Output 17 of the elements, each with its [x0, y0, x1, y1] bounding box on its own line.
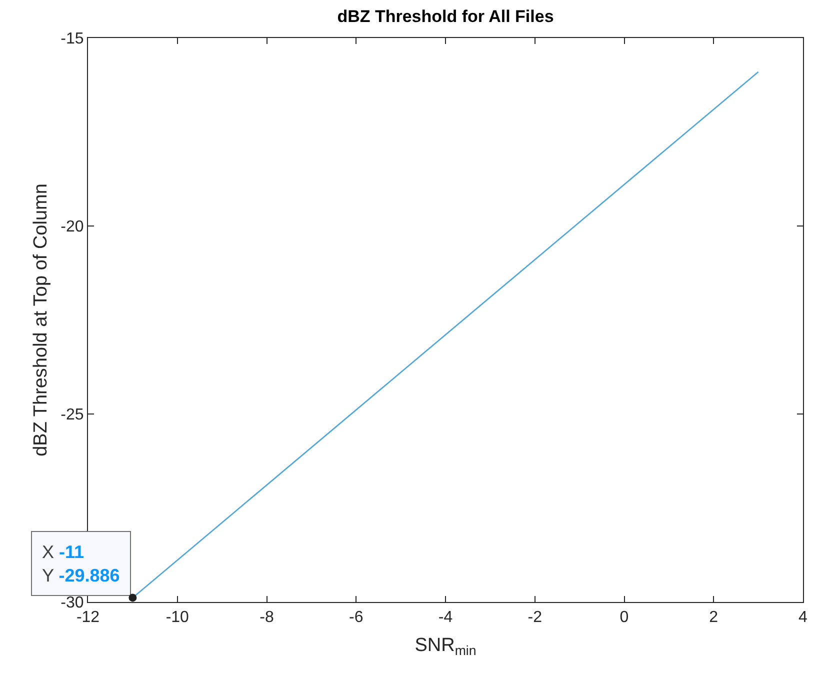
- y-axis-title: dBZ Threshold at Top of Column: [30, 184, 52, 456]
- chart-title: dBZ Threshold for All Files: [337, 6, 554, 26]
- x-axis-title: SNR$_{min}$: [414, 635, 476, 658]
- x-tick-label: -4: [438, 609, 453, 626]
- annotation: X -11 Y -29.886: [42, 542, 120, 586]
- x-tick-label: -10: [166, 609, 190, 626]
- x-tick-label: 4: [798, 609, 808, 626]
- y-tick-label: -15: [60, 30, 84, 48]
- x-tick-label: -12: [76, 609, 100, 626]
- x-tick-label: -8: [260, 609, 274, 626]
- y-tick-label: -20: [60, 218, 84, 236]
- x-tick-label: 2: [709, 609, 718, 626]
- y-tick-label: -25: [60, 406, 84, 424]
- x-tick-label: -6: [349, 609, 364, 626]
- x-tick-label: 0: [620, 609, 629, 626]
- y-tick-label: -30: [60, 594, 84, 612]
- x-tick-label: -2: [528, 609, 542, 626]
